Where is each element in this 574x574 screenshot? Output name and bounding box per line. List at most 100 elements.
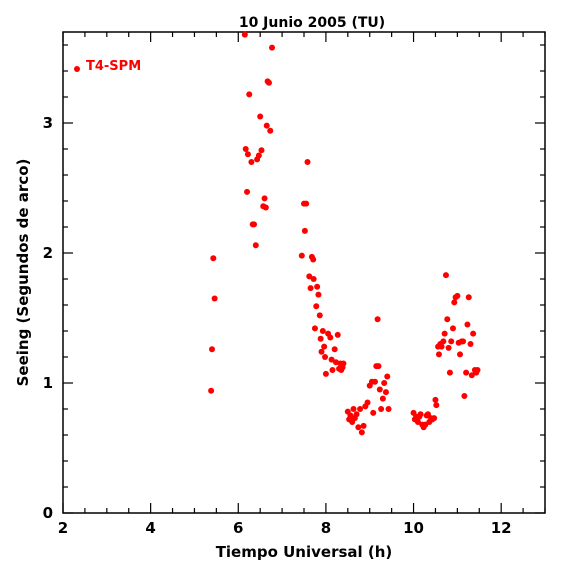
data-point: [440, 338, 447, 345]
data-point: [378, 406, 385, 412]
data-point: [449, 325, 456, 332]
data-point: [384, 373, 391, 380]
data-point: [322, 354, 329, 360]
x-tick-label: 2: [58, 519, 68, 537]
x-tick-label: 10: [403, 519, 424, 537]
data-point: [432, 396, 439, 403]
data-point: [327, 334, 334, 341]
data-point: [241, 31, 248, 38]
data-point: [310, 256, 317, 263]
data-point: [208, 387, 215, 394]
y-tick-label: 1: [43, 374, 53, 392]
data-point: [350, 406, 357, 412]
data-point: [257, 113, 264, 120]
data-point: [385, 406, 392, 412]
data-point: [329, 367, 336, 373]
y-tick-label: 3: [43, 114, 53, 132]
data-point: [303, 200, 310, 207]
data-point: [251, 221, 258, 228]
data-point: [353, 411, 360, 418]
data-point: [311, 325, 318, 332]
data-point: [322, 370, 329, 377]
data-point: [211, 295, 218, 302]
data-point: [358, 429, 365, 436]
data-point: [307, 285, 314, 292]
data-point: [417, 411, 424, 418]
data-point: [467, 341, 474, 347]
data-point: [375, 363, 382, 370]
data-point: [340, 360, 347, 367]
data-point: [464, 321, 471, 328]
data-point: [357, 406, 364, 412]
data-point: [269, 44, 276, 51]
data-point: [463, 369, 470, 376]
data-point: [298, 252, 305, 259]
data-point: [255, 152, 262, 159]
data-point: [331, 346, 338, 353]
chart-title: 10 Junio 2005 (TU): [239, 15, 385, 31]
data-point: [258, 147, 265, 154]
data-point: [267, 127, 274, 134]
data-point: [474, 367, 481, 373]
data-point: [208, 346, 215, 353]
data-point: [313, 303, 320, 310]
data-point: [374, 316, 381, 323]
data-point: [355, 424, 362, 431]
plot-frame: [62, 31, 546, 514]
data-point: [371, 378, 378, 385]
data-point: [244, 188, 251, 195]
data-point: [316, 312, 323, 319]
data-point: [444, 316, 451, 323]
data-point: [306, 273, 313, 280]
data-point: [414, 419, 421, 425]
data-point: [448, 338, 455, 345]
x-tick-label: 12: [491, 519, 512, 537]
data-point: [318, 348, 325, 355]
data-point: [451, 299, 458, 306]
data-point: [364, 399, 371, 406]
data-point: [317, 335, 324, 342]
data-point: [242, 146, 249, 152]
data-point: [470, 330, 477, 337]
data-point: [381, 380, 388, 386]
data-point: [262, 204, 269, 211]
data-point: [376, 386, 383, 393]
data-point: [454, 292, 461, 299]
data-points: [208, 31, 481, 436]
data-point: [441, 330, 448, 337]
data-point: [265, 79, 272, 86]
x-tick-label: 8: [321, 519, 331, 537]
data-point: [263, 122, 270, 129]
data-point: [456, 351, 463, 358]
data-point: [315, 291, 322, 298]
data-point: [244, 151, 251, 158]
data-point: [379, 395, 386, 402]
data-point: [310, 276, 317, 282]
axes: [62, 31, 546, 514]
data-point: [433, 402, 440, 409]
data-point: [370, 409, 377, 416]
data-point: [442, 272, 449, 279]
data-point: [435, 351, 442, 358]
y-tick-label: 0: [43, 504, 53, 522]
legend: T4-SPM: [74, 59, 141, 74]
data-point: [461, 393, 468, 399]
data-point: [304, 159, 311, 165]
data-point: [210, 255, 217, 262]
data-point: [252, 242, 259, 249]
data-point: [321, 343, 328, 350]
data-point: [328, 356, 335, 363]
y-axis-label: Seeing (Segundos de arco): [14, 159, 32, 387]
data-point: [334, 331, 341, 338]
data-point: [460, 338, 467, 345]
legend-label: T4-SPM: [86, 59, 141, 74]
data-point: [468, 372, 475, 379]
data-point: [301, 227, 308, 234]
data-point: [261, 195, 268, 202]
x-tick-label: 4: [145, 519, 155, 537]
x-axis-label: Tiempo Universal (h): [216, 543, 393, 561]
data-point: [445, 344, 452, 351]
data-point: [246, 91, 253, 98]
